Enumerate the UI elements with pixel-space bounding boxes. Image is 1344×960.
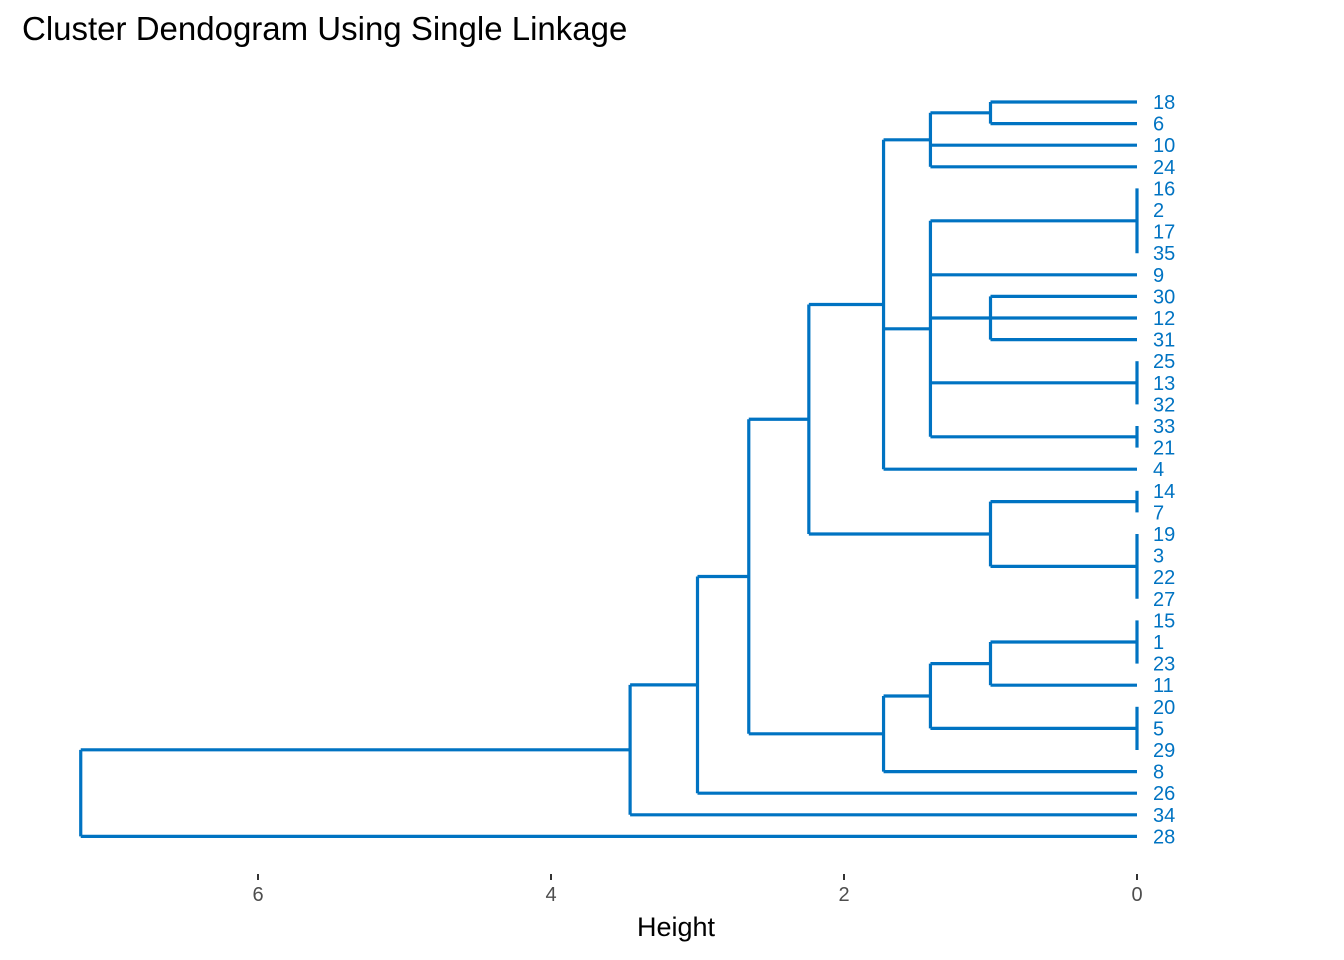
leaf-label-28: 28: [1153, 826, 1175, 848]
x-axis-title: Height: [637, 912, 716, 942]
x-tick-label-6: 6: [252, 884, 263, 906]
leaf-label-3: 3: [1153, 546, 1164, 568]
leaf-label-27: 27: [1153, 589, 1175, 611]
leaf-label-10: 10: [1153, 135, 1175, 157]
leaf-label-17: 17: [1153, 222, 1175, 244]
leaf-label-11: 11: [1153, 675, 1174, 697]
leaf-label-31: 31: [1153, 330, 1175, 352]
leaf-label-2: 2: [1153, 200, 1164, 222]
leaf-label-4: 4: [1153, 459, 1164, 481]
leaf-label-8: 8: [1153, 762, 1164, 784]
leaf-label-5: 5: [1153, 718, 1164, 740]
leaf-label-9: 9: [1153, 265, 1164, 287]
x-tick-label-0: 0: [1131, 884, 1142, 906]
chart-title: Cluster Dendogram Using Single Linkage: [22, 10, 628, 47]
leaf-label-34: 34: [1153, 805, 1175, 827]
leaf-label-33: 33: [1153, 416, 1175, 438]
leaf-label-14: 14: [1153, 481, 1175, 503]
leaf-label-13: 13: [1153, 373, 1175, 395]
leaf-label-30: 30: [1153, 286, 1175, 308]
leaf-label-26: 26: [1153, 783, 1175, 805]
leaf-label-29: 29: [1153, 740, 1175, 762]
x-tick-label-4: 4: [545, 884, 556, 906]
leaf-label-12: 12: [1153, 308, 1175, 330]
leaf-label-35: 35: [1153, 243, 1175, 265]
leaf-label-1: 1: [1153, 632, 1164, 654]
x-tick-label-2: 2: [838, 884, 849, 906]
leaf-label-23: 23: [1153, 654, 1175, 676]
leaf-label-6: 6: [1153, 114, 1164, 136]
leaf-label-21: 21: [1153, 438, 1175, 460]
leaf-label-20: 20: [1153, 697, 1175, 719]
leaf-label-7: 7: [1153, 502, 1164, 524]
leaf-label-18: 18: [1153, 92, 1175, 114]
leaf-label-16: 16: [1153, 178, 1175, 200]
leaf-label-15: 15: [1153, 610, 1175, 632]
leaf-label-32: 32: [1153, 394, 1175, 416]
leaf-label-19: 19: [1153, 524, 1175, 546]
leaf-label-25: 25: [1153, 351, 1175, 373]
leaf-label-24: 24: [1153, 157, 1175, 179]
leaf-label-22: 22: [1153, 567, 1175, 589]
